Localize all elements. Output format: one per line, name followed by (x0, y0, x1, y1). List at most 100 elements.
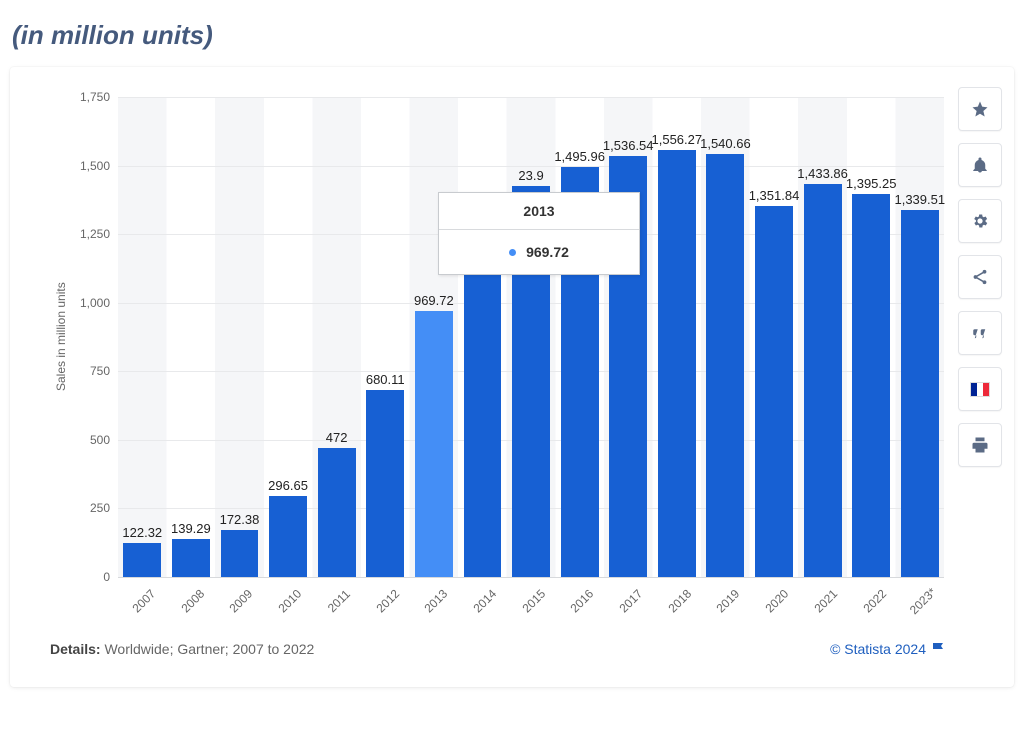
share-icon (971, 268, 989, 286)
x-tick-label: 2018 (657, 579, 701, 623)
x-tick-label: 2011 (317, 579, 361, 623)
lang-fr-button[interactable] (958, 367, 1002, 411)
bar-value-label: 1,351.84 (749, 188, 800, 203)
favorite-button[interactable] (958, 87, 1002, 131)
gear-icon (971, 212, 989, 230)
bar-value-label: 969.72 (414, 293, 454, 308)
quote-icon (971, 324, 989, 342)
credit-link[interactable]: © Statista 2024 (830, 641, 944, 657)
x-tick-label: 2016 (560, 579, 604, 623)
bar-slot: 680.11 (361, 97, 410, 577)
star-icon (971, 100, 989, 118)
bar-slot: 172.38 (215, 97, 264, 577)
bar-value-label: 23.9 (518, 168, 543, 183)
bar[interactable]: 1,556.27 (658, 150, 696, 577)
bar-slot: 122.32 (118, 97, 167, 577)
chart-area: Sales in million units 1,7501,5001,2501,… (50, 97, 944, 577)
print-button[interactable] (958, 423, 1002, 467)
x-tick-label: 2010 (268, 579, 312, 623)
bar-slot: 1,351.84 (750, 97, 799, 577)
tooltip-body: 969.72 (439, 230, 639, 274)
bar-slot: 1,433.86 (798, 97, 847, 577)
bar[interactable]: 680.11 (366, 390, 404, 577)
bar-value-label: 1,395.25 (846, 176, 897, 191)
bar-value-label: 1,339.51 (894, 192, 945, 207)
bar[interactable]: 472 (318, 448, 356, 577)
flag-icon (932, 642, 944, 656)
bar-value-label: 122.32 (122, 525, 162, 540)
bar-value-label: 472 (326, 430, 348, 445)
notify-button[interactable] (958, 143, 1002, 187)
x-tick-label: 2017 (609, 579, 653, 623)
x-tick-label: 2007 (122, 579, 166, 623)
bar-slot (458, 97, 507, 577)
details: Details: Worldwide; Gartner; 2007 to 202… (50, 641, 314, 657)
x-tick-label: 2020 (755, 579, 799, 623)
bar-slot: 1,536.54 (604, 97, 653, 577)
bar-slot: 1,339.51 (896, 97, 945, 577)
page-title: (in million units) (12, 20, 1014, 51)
details-label: Details: (50, 641, 101, 657)
bar-slot: 1,540.66 (701, 97, 750, 577)
bar-slot: 969.72 (410, 97, 459, 577)
bar-value-label: 1,495.96 (554, 149, 605, 164)
x-tick-label: 2014 (463, 579, 507, 623)
chart-tooltip: 2013 969.72 (438, 192, 640, 275)
y-axis: 1,7501,5001,2501,0007505002500 (68, 97, 118, 577)
bar[interactable] (464, 253, 502, 577)
y-axis-label: Sales in million units (50, 97, 68, 577)
settings-button[interactable] (958, 199, 1002, 243)
details-text: Worldwide; Gartner; 2007 to 2022 (101, 641, 315, 657)
x-tick-label: 2023* (901, 579, 945, 623)
x-tick-label: 2022 (852, 579, 896, 623)
chart-plot: 122.32139.29172.38296.65472680.11969.722… (118, 97, 944, 577)
bar[interactable]: 122.32 (123, 543, 161, 577)
bar-slot: 23.9 (507, 97, 556, 577)
side-buttons (958, 87, 1002, 467)
tooltip-value: 969.72 (526, 244, 569, 260)
bar-slot: 1,395.25 (847, 97, 896, 577)
x-tick-label: 2008 (170, 579, 214, 623)
bar[interactable]: 1,351.84 (755, 206, 793, 577)
bar-value-label: 139.29 (171, 521, 211, 536)
bar-slot: 296.65 (264, 97, 313, 577)
x-tick-label: 2009 (219, 579, 263, 623)
bar-slot: 139.29 (167, 97, 216, 577)
x-labels: 2007200820092010201120122013201420152016… (116, 583, 944, 603)
bar-value-label: 296.65 (268, 478, 308, 493)
tooltip-dot-icon (509, 249, 516, 256)
bars-container: 122.32139.29172.38296.65472680.11969.722… (118, 97, 944, 577)
fr-flag-icon (970, 382, 990, 397)
share-button[interactable] (958, 255, 1002, 299)
bar[interactable]: 139.29 (172, 539, 210, 577)
credit-text: © Statista 2024 (830, 641, 926, 657)
bar[interactable]: 1,433.86 (804, 184, 842, 577)
bar[interactable]: 296.65 (269, 496, 307, 577)
x-axis: 2007200820092010201120122013201420152016… (50, 583, 944, 603)
bar[interactable]: 1,339.51 (901, 210, 939, 577)
bar-slot: 1,556.27 (653, 97, 702, 577)
bar-value-label: 1,536.54 (603, 138, 654, 153)
bar[interactable]: 969.72 (415, 311, 453, 577)
bar-slot: 472 (312, 97, 361, 577)
bar-value-label: 680.11 (366, 372, 405, 387)
x-tick-label: 2019 (706, 579, 750, 623)
bar-value-label: 172.38 (220, 512, 260, 527)
x-tick-label: 2015 (511, 579, 555, 623)
chart-card: Sales in million units 1,7501,5001,2501,… (10, 67, 1014, 687)
bar[interactable]: 172.38 (221, 530, 259, 577)
chart-footer: Details: Worldwide; Gartner; 2007 to 202… (50, 641, 944, 657)
print-icon (971, 436, 989, 454)
bell-icon (971, 156, 989, 174)
bar-slot: 1,495.96 (555, 97, 604, 577)
bar-value-label: 1,556.27 (652, 132, 703, 147)
bar-value-label: 1,433.86 (797, 166, 848, 181)
bar[interactable]: 1,395.25 (852, 194, 890, 577)
x-tick-label: 2021 (804, 579, 848, 623)
x-tick-label: 2013 (414, 579, 458, 623)
citation-button[interactable] (958, 311, 1002, 355)
x-tick-label: 2012 (365, 579, 409, 623)
bar-value-label: 1,540.66 (700, 136, 751, 151)
bar[interactable]: 1,540.66 (706, 154, 744, 577)
tooltip-year: 2013 (439, 193, 639, 230)
